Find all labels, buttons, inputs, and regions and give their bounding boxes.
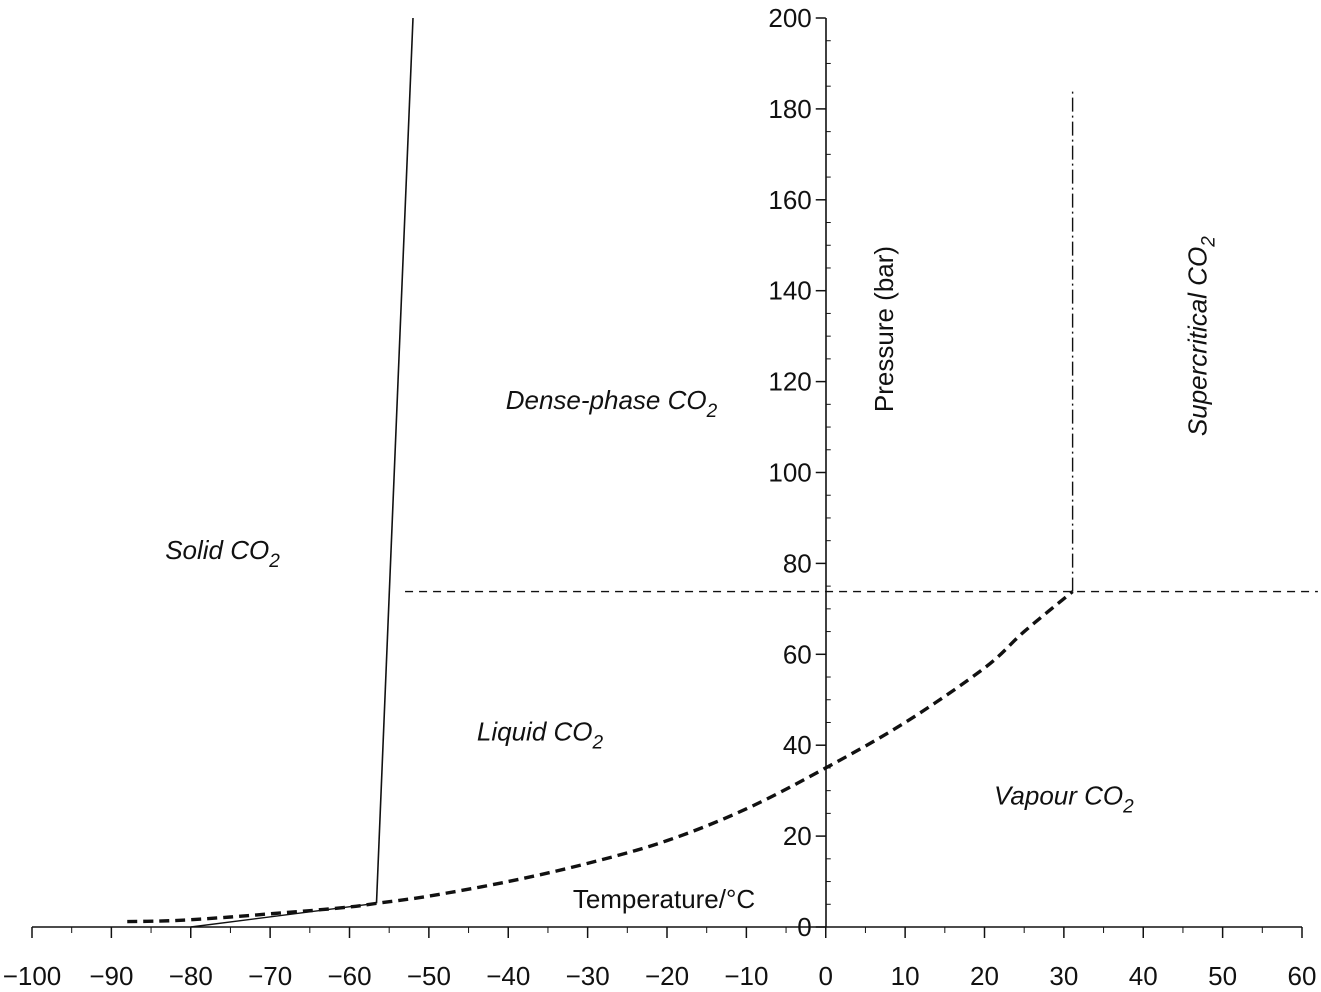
series-group <box>127 17 1318 928</box>
x-tick-label: 20 <box>970 961 999 991</box>
y-tick-label: 40 <box>783 730 812 760</box>
x-tick-label: −20 <box>645 961 689 991</box>
x-axis-title: Temperature/°C <box>573 884 755 914</box>
x-tick-label: 30 <box>1049 961 1078 991</box>
y-axis-title: Pressure (bar) <box>869 246 899 412</box>
y-tick-label: 100 <box>768 458 811 488</box>
series-line-solid <box>375 17 414 904</box>
x-tick-label: 60 <box>1288 961 1317 991</box>
x-tick-label: 40 <box>1129 961 1158 991</box>
y-axis: 0 20 40 60 80 100 120 140 160 180 200 <box>768 3 831 942</box>
x-tick-label: −50 <box>407 961 451 991</box>
x-tick-label: −40 <box>486 961 530 991</box>
x-axis: −100 −90 −80 −70 −60 −50 −40 −30 −20 −10 0 10 20 30 40… <box>3 926 1317 991</box>
y-tick-label: 140 <box>768 276 811 306</box>
region-label: Solid CO2 <box>165 535 280 572</box>
region-label: Vapour CO2 <box>994 780 1134 817</box>
x-tick-label: 10 <box>891 961 920 991</box>
y-tick-label: 200 <box>768 3 811 33</box>
series-line-thin-solid <box>190 902 377 928</box>
y-tick-label: 180 <box>768 94 811 124</box>
y-tick-label: 60 <box>783 639 812 669</box>
y-tick-label: 160 <box>768 185 811 215</box>
region-labels: Solid CO2 Dense-phase CO2 Liquid CO2 Vapour… <box>165 236 1220 817</box>
x-tick-label: −60 <box>327 961 371 991</box>
x-tick-label: −90 <box>89 961 133 991</box>
series-line-bold-dashed <box>127 590 1074 924</box>
x-tick-label: −30 <box>566 961 610 991</box>
x-tick-label: −70 <box>248 961 292 991</box>
y-tick-label: 20 <box>783 821 812 851</box>
region-label: Liquid CO2 <box>477 717 604 754</box>
x-tick-label: −100 <box>3 961 62 991</box>
y-tick-label: 120 <box>768 367 811 397</box>
y-tick-label: 80 <box>783 548 812 578</box>
x-tick-label: −80 <box>169 961 213 991</box>
x-tick-label: 0 <box>819 961 833 991</box>
x-tick-label: −10 <box>724 961 768 991</box>
x-tick-label: 50 <box>1208 961 1237 991</box>
y-tick-label: 0 <box>797 912 811 942</box>
region-label: Supercritical CO2 <box>1183 236 1220 436</box>
region-label: Dense-phase CO2 <box>506 385 718 422</box>
